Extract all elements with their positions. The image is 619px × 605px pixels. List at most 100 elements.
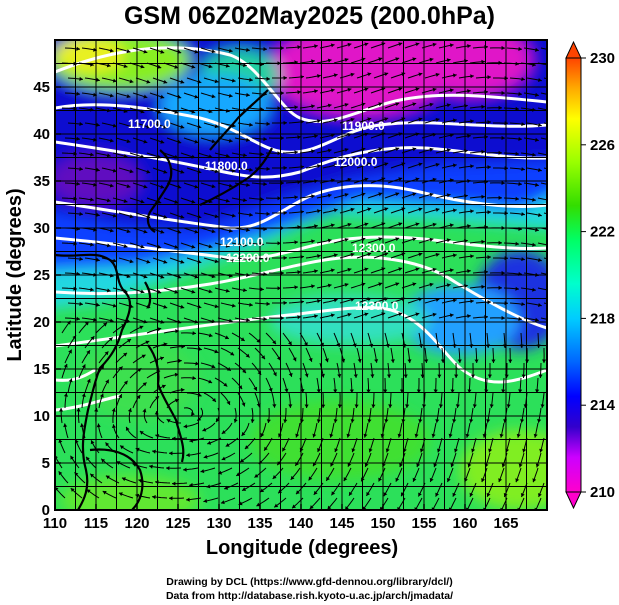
streamline-arrowhead bbox=[125, 426, 130, 431]
streamline-arrowhead bbox=[90, 152, 94, 157]
streamline-arrowhead bbox=[347, 267, 352, 272]
streamline-arrowhead bbox=[266, 166, 270, 171]
streamline-arrowhead bbox=[487, 210, 491, 215]
streamline-arrowhead bbox=[429, 477, 434, 482]
streamline-arrowhead bbox=[126, 229, 131, 234]
streamline-arrowhead bbox=[378, 282, 383, 287]
streamline-arrowhead bbox=[212, 398, 216, 402]
streamline-arrowhead bbox=[79, 121, 83, 126]
streamline-arrowhead bbox=[424, 359, 429, 363]
x-tick-label: 125 bbox=[165, 515, 190, 532]
streamline-arrowhead bbox=[129, 259, 134, 264]
streamline-arrowhead bbox=[390, 359, 395, 363]
streamline-arrowhead bbox=[520, 493, 525, 497]
streamline-arrowhead bbox=[452, 208, 457, 213]
streamline-arrowhead bbox=[367, 419, 372, 423]
streamline-arrowhead bbox=[101, 458, 106, 463]
streamline-arrowhead bbox=[250, 419, 255, 423]
streamline-arrowhead bbox=[70, 488, 75, 492]
streamline-arrowhead bbox=[518, 91, 522, 96]
streamline-arrowhead bbox=[283, 165, 287, 170]
streamline-arrowhead bbox=[263, 137, 267, 142]
streamline-arrowhead bbox=[364, 462, 369, 467]
streamline-arrowhead bbox=[407, 359, 412, 363]
streamline-arrowhead bbox=[163, 169, 168, 174]
streamline-arrowhead bbox=[412, 102, 417, 107]
streamline-arrowhead bbox=[431, 433, 436, 438]
streamline-arrowhead bbox=[157, 289, 162, 294]
streamline-arrowhead bbox=[535, 47, 539, 52]
streamline-arrowhead bbox=[207, 440, 212, 445]
streamline-arrowhead bbox=[415, 177, 420, 182]
streamline-arrowhead bbox=[516, 433, 521, 438]
streamline-arrowhead bbox=[246, 137, 250, 142]
streamline-arrowhead bbox=[498, 150, 502, 155]
streamline-arrowhead bbox=[277, 286, 281, 291]
streamline-arrowhead bbox=[350, 252, 355, 257]
streamline-arrowhead bbox=[149, 464, 153, 469]
streamline-arrowhead bbox=[415, 312, 420, 317]
streamline-arrowhead bbox=[221, 456, 226, 461]
streamline-arrowhead bbox=[416, 463, 421, 468]
streamline-arrowhead bbox=[449, 313, 454, 318]
streamline-arrowhead bbox=[191, 64, 196, 69]
streamline-arrowhead bbox=[120, 445, 124, 450]
streamline-arrowhead bbox=[518, 316, 522, 321]
streamline-arrowhead bbox=[432, 267, 437, 272]
streamline-arrowhead bbox=[452, 253, 457, 258]
streamline-arrowhead bbox=[378, 57, 383, 62]
streamline-arrowhead bbox=[344, 103, 349, 107]
streamline-arrowhead bbox=[520, 419, 525, 423]
streamline-arrowhead bbox=[280, 181, 284, 186]
streamline-arrowhead bbox=[70, 455, 74, 460]
streamline-arrowhead bbox=[225, 153, 230, 158]
streamline-arrowhead bbox=[221, 430, 226, 434]
streamline-arrowhead bbox=[446, 283, 451, 288]
streamline-arrowhead bbox=[249, 167, 253, 172]
streamline-arrowhead bbox=[240, 458, 245, 463]
streamline-arrowhead bbox=[246, 317, 250, 322]
colorbar-top-arrow bbox=[565, 40, 582, 59]
colorbar-tick-label: 226 bbox=[590, 137, 615, 154]
streamline-arrowhead bbox=[230, 351, 235, 356]
streamline-arrowhead bbox=[292, 357, 297, 362]
streamline-arrowhead bbox=[415, 267, 420, 272]
streamline-arrowhead bbox=[314, 224, 318, 229]
coastline-asia bbox=[55, 253, 132, 510]
streamline-arrowhead bbox=[312, 433, 317, 438]
streamline-arrowhead bbox=[384, 162, 389, 167]
streamline-arrowhead bbox=[166, 466, 170, 471]
colorbar-bottom-arrow bbox=[565, 491, 582, 510]
streamline-arrowhead bbox=[109, 48, 114, 53]
streamline-arrowhead bbox=[367, 207, 372, 212]
streamline-arrowhead bbox=[487, 120, 491, 125]
streamline-arrowhead bbox=[126, 139, 131, 144]
y-tick-label: 35 bbox=[33, 173, 50, 190]
streamline-arrowhead bbox=[225, 243, 230, 248]
streamline-arrowhead bbox=[368, 448, 373, 453]
streamline-arrowhead bbox=[231, 303, 236, 308]
streamline-arrowhead bbox=[295, 433, 300, 438]
streamline-arrowhead bbox=[366, 389, 371, 393]
streamline-arrowhead bbox=[129, 169, 134, 174]
streamline bbox=[537, 287, 547, 291]
streamline-arrowhead bbox=[192, 376, 196, 381]
contour-label: 12200.0 bbox=[226, 251, 270, 265]
streamline-arrowhead bbox=[446, 103, 451, 108]
coastlines bbox=[55, 89, 273, 510]
streamline-arrowhead bbox=[350, 117, 355, 122]
streamline-arrowhead bbox=[225, 443, 230, 447]
streamline-arrowhead bbox=[398, 267, 403, 272]
streamline-arrowhead bbox=[146, 259, 151, 264]
streamline-arrowhead bbox=[317, 209, 321, 214]
streamline-arrowhead bbox=[157, 199, 162, 204]
streamline-arrowhead bbox=[280, 271, 284, 276]
streamline-arrowhead bbox=[470, 299, 474, 304]
streamline-arrowhead bbox=[521, 257, 525, 262]
streamline-arrowhead bbox=[208, 64, 213, 69]
streamline-arrowhead bbox=[321, 404, 326, 408]
streamline-arrowhead bbox=[260, 287, 264, 292]
streamline-arrowhead bbox=[249, 302, 253, 307]
streamline-arrowhead bbox=[469, 419, 474, 423]
